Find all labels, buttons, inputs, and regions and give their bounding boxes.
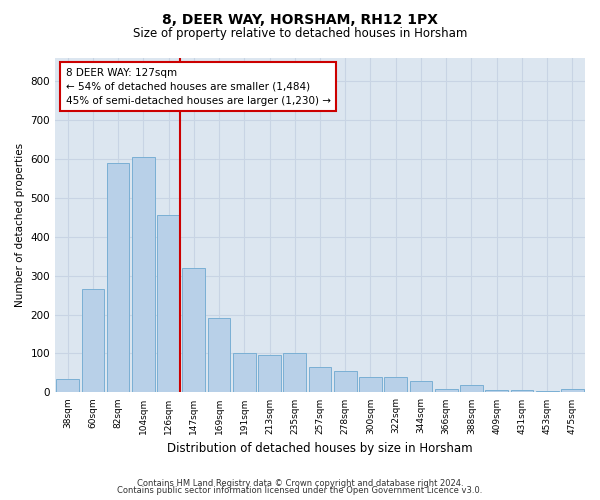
Bar [561, 390, 584, 392]
X-axis label: Distribution of detached houses by size in Horsham: Distribution of detached houses by size … [167, 442, 473, 455]
Y-axis label: Number of detached properties: Number of detached properties [15, 143, 25, 307]
Bar [410, 380, 433, 392]
Bar [208, 318, 230, 392]
Text: 8, DEER WAY, HORSHAM, RH12 1PX: 8, DEER WAY, HORSHAM, RH12 1PX [162, 12, 438, 26]
Bar [157, 215, 180, 392]
Bar [511, 390, 533, 392]
Text: 8 DEER WAY: 127sqm
← 54% of detached houses are smaller (1,484)
45% of semi-deta: 8 DEER WAY: 127sqm ← 54% of detached hou… [65, 68, 331, 106]
Bar [536, 391, 559, 392]
Bar [334, 371, 356, 392]
Bar [460, 386, 483, 392]
Bar [233, 354, 256, 393]
Bar [182, 268, 205, 392]
Text: Size of property relative to detached houses in Horsham: Size of property relative to detached ho… [133, 28, 467, 40]
Bar [385, 377, 407, 392]
Bar [308, 367, 331, 392]
Text: Contains HM Land Registry data © Crown copyright and database right 2024.: Contains HM Land Registry data © Crown c… [137, 478, 463, 488]
Bar [132, 157, 155, 392]
Bar [56, 379, 79, 392]
Bar [485, 390, 508, 392]
Bar [82, 289, 104, 393]
Bar [107, 162, 130, 392]
Bar [258, 356, 281, 393]
Bar [359, 377, 382, 392]
Bar [283, 354, 306, 393]
Bar [435, 388, 458, 392]
Text: Contains public sector information licensed under the Open Government Licence v3: Contains public sector information licen… [118, 486, 482, 495]
